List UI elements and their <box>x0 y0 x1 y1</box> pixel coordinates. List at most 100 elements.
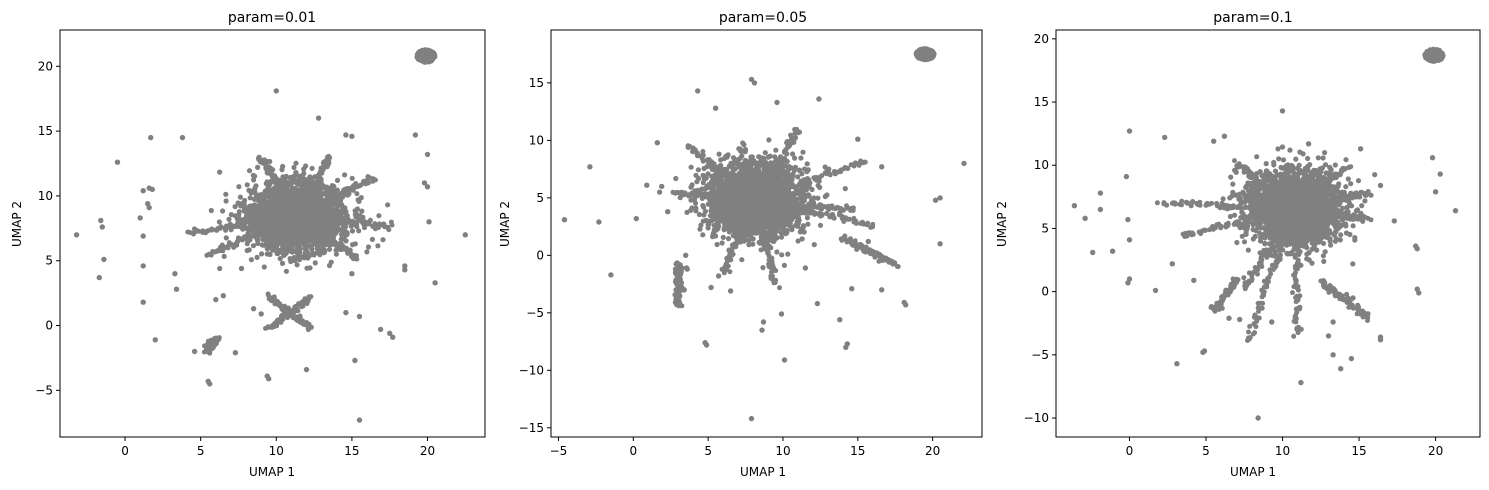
scatter-point <box>343 238 349 244</box>
scatter-point <box>370 176 376 182</box>
scatter-point <box>432 54 438 60</box>
scatter-point <box>422 50 428 56</box>
panel-title: param=0.01 <box>228 10 316 26</box>
scatter-point <box>279 260 286 266</box>
scatter-point <box>264 158 270 164</box>
scatter-point <box>140 233 146 239</box>
scatter-point <box>220 293 226 299</box>
scatter-point <box>266 251 272 257</box>
scatter-point <box>779 252 785 258</box>
scatter-point <box>277 201 283 207</box>
scatter-point <box>246 168 253 174</box>
scatter-points <box>561 46 967 422</box>
scatter-point <box>766 137 772 143</box>
scatter-point <box>276 222 281 228</box>
scatter-points <box>73 47 468 423</box>
scatter-point <box>795 238 801 244</box>
scatter-point <box>773 147 779 153</box>
scatter-point <box>424 151 431 158</box>
scatter-point <box>262 197 268 203</box>
scatter-point <box>200 229 206 235</box>
scatter-point <box>739 153 745 159</box>
scatter-point <box>259 251 265 257</box>
scatter-point <box>356 417 363 423</box>
scatter-point <box>268 195 274 201</box>
scatter-point <box>325 222 331 228</box>
scatter-point <box>149 186 155 193</box>
scatter-point <box>173 286 180 292</box>
scatter-point <box>268 237 275 243</box>
scatter-point <box>312 260 318 266</box>
scatter-point <box>217 169 223 175</box>
scatter-point <box>290 307 296 313</box>
scatter-point <box>279 167 285 173</box>
scatter-point <box>377 326 384 333</box>
scatter-point <box>241 234 247 240</box>
scatter-point <box>214 227 220 233</box>
scatter-point <box>303 366 310 373</box>
scatter-point <box>266 376 272 382</box>
scatter-point <box>250 243 256 249</box>
scatter-point <box>295 247 301 253</box>
scatter-point <box>688 164 694 170</box>
scatter-point <box>280 244 286 250</box>
scatter-point <box>284 244 290 250</box>
scatter-point <box>238 265 245 272</box>
scatter-point <box>760 265 766 271</box>
scatter-point <box>260 242 266 248</box>
scatter-point <box>800 149 806 155</box>
scatter-point <box>236 209 242 215</box>
scatter-point <box>714 241 720 248</box>
scatter-point <box>785 251 791 257</box>
scatter-point <box>281 222 287 228</box>
scatter-point <box>349 271 355 277</box>
scatter-point <box>262 233 268 239</box>
scatter-point <box>335 226 341 232</box>
scatter-point <box>276 234 282 240</box>
scatter-point <box>352 357 358 364</box>
scatter-point <box>223 235 229 241</box>
x-tick-label: 15 <box>344 444 359 458</box>
scatter-point <box>376 213 382 219</box>
scatter-point <box>774 249 780 255</box>
scatter-point <box>817 222 824 228</box>
scatter-point <box>96 274 103 281</box>
scatter-point <box>307 265 313 271</box>
scatter-point <box>261 208 267 214</box>
y-tick-label: 15 <box>38 124 53 138</box>
scatter-point <box>385 202 391 208</box>
scatter-point <box>349 228 356 234</box>
scatter-point <box>277 240 283 246</box>
scatter-point <box>256 154 262 160</box>
scatter-point <box>302 232 308 239</box>
scatter-point <box>355 197 361 203</box>
scatter-point <box>327 155 333 160</box>
scatter-point <box>258 311 264 317</box>
scatter-point <box>294 262 300 268</box>
x-axis-label: UMAP 1 <box>249 465 295 479</box>
scatter-point <box>264 191 270 197</box>
scatter-point <box>317 252 323 258</box>
scatter-point <box>232 204 238 210</box>
scatter-point <box>842 186 848 192</box>
scatter-point <box>428 49 434 55</box>
scatter-point <box>342 172 348 178</box>
scatter-point <box>266 182 272 188</box>
scatter-point <box>349 133 355 139</box>
scatter-point <box>250 306 257 312</box>
scatter-point <box>248 257 254 263</box>
scatter-point <box>231 223 237 229</box>
x-tick-label: 20 <box>420 444 435 458</box>
scatter-point <box>223 198 229 204</box>
scatter-point <box>246 208 252 214</box>
scatter-point <box>298 192 304 198</box>
scatter-point <box>330 219 336 225</box>
scatter-point <box>692 200 699 206</box>
scatter-point <box>101 256 107 263</box>
scatter-point <box>185 229 191 235</box>
scatter-point <box>369 236 375 242</box>
scatter-point <box>315 115 322 121</box>
scatter-point <box>263 325 268 331</box>
scatter-point <box>146 204 152 211</box>
